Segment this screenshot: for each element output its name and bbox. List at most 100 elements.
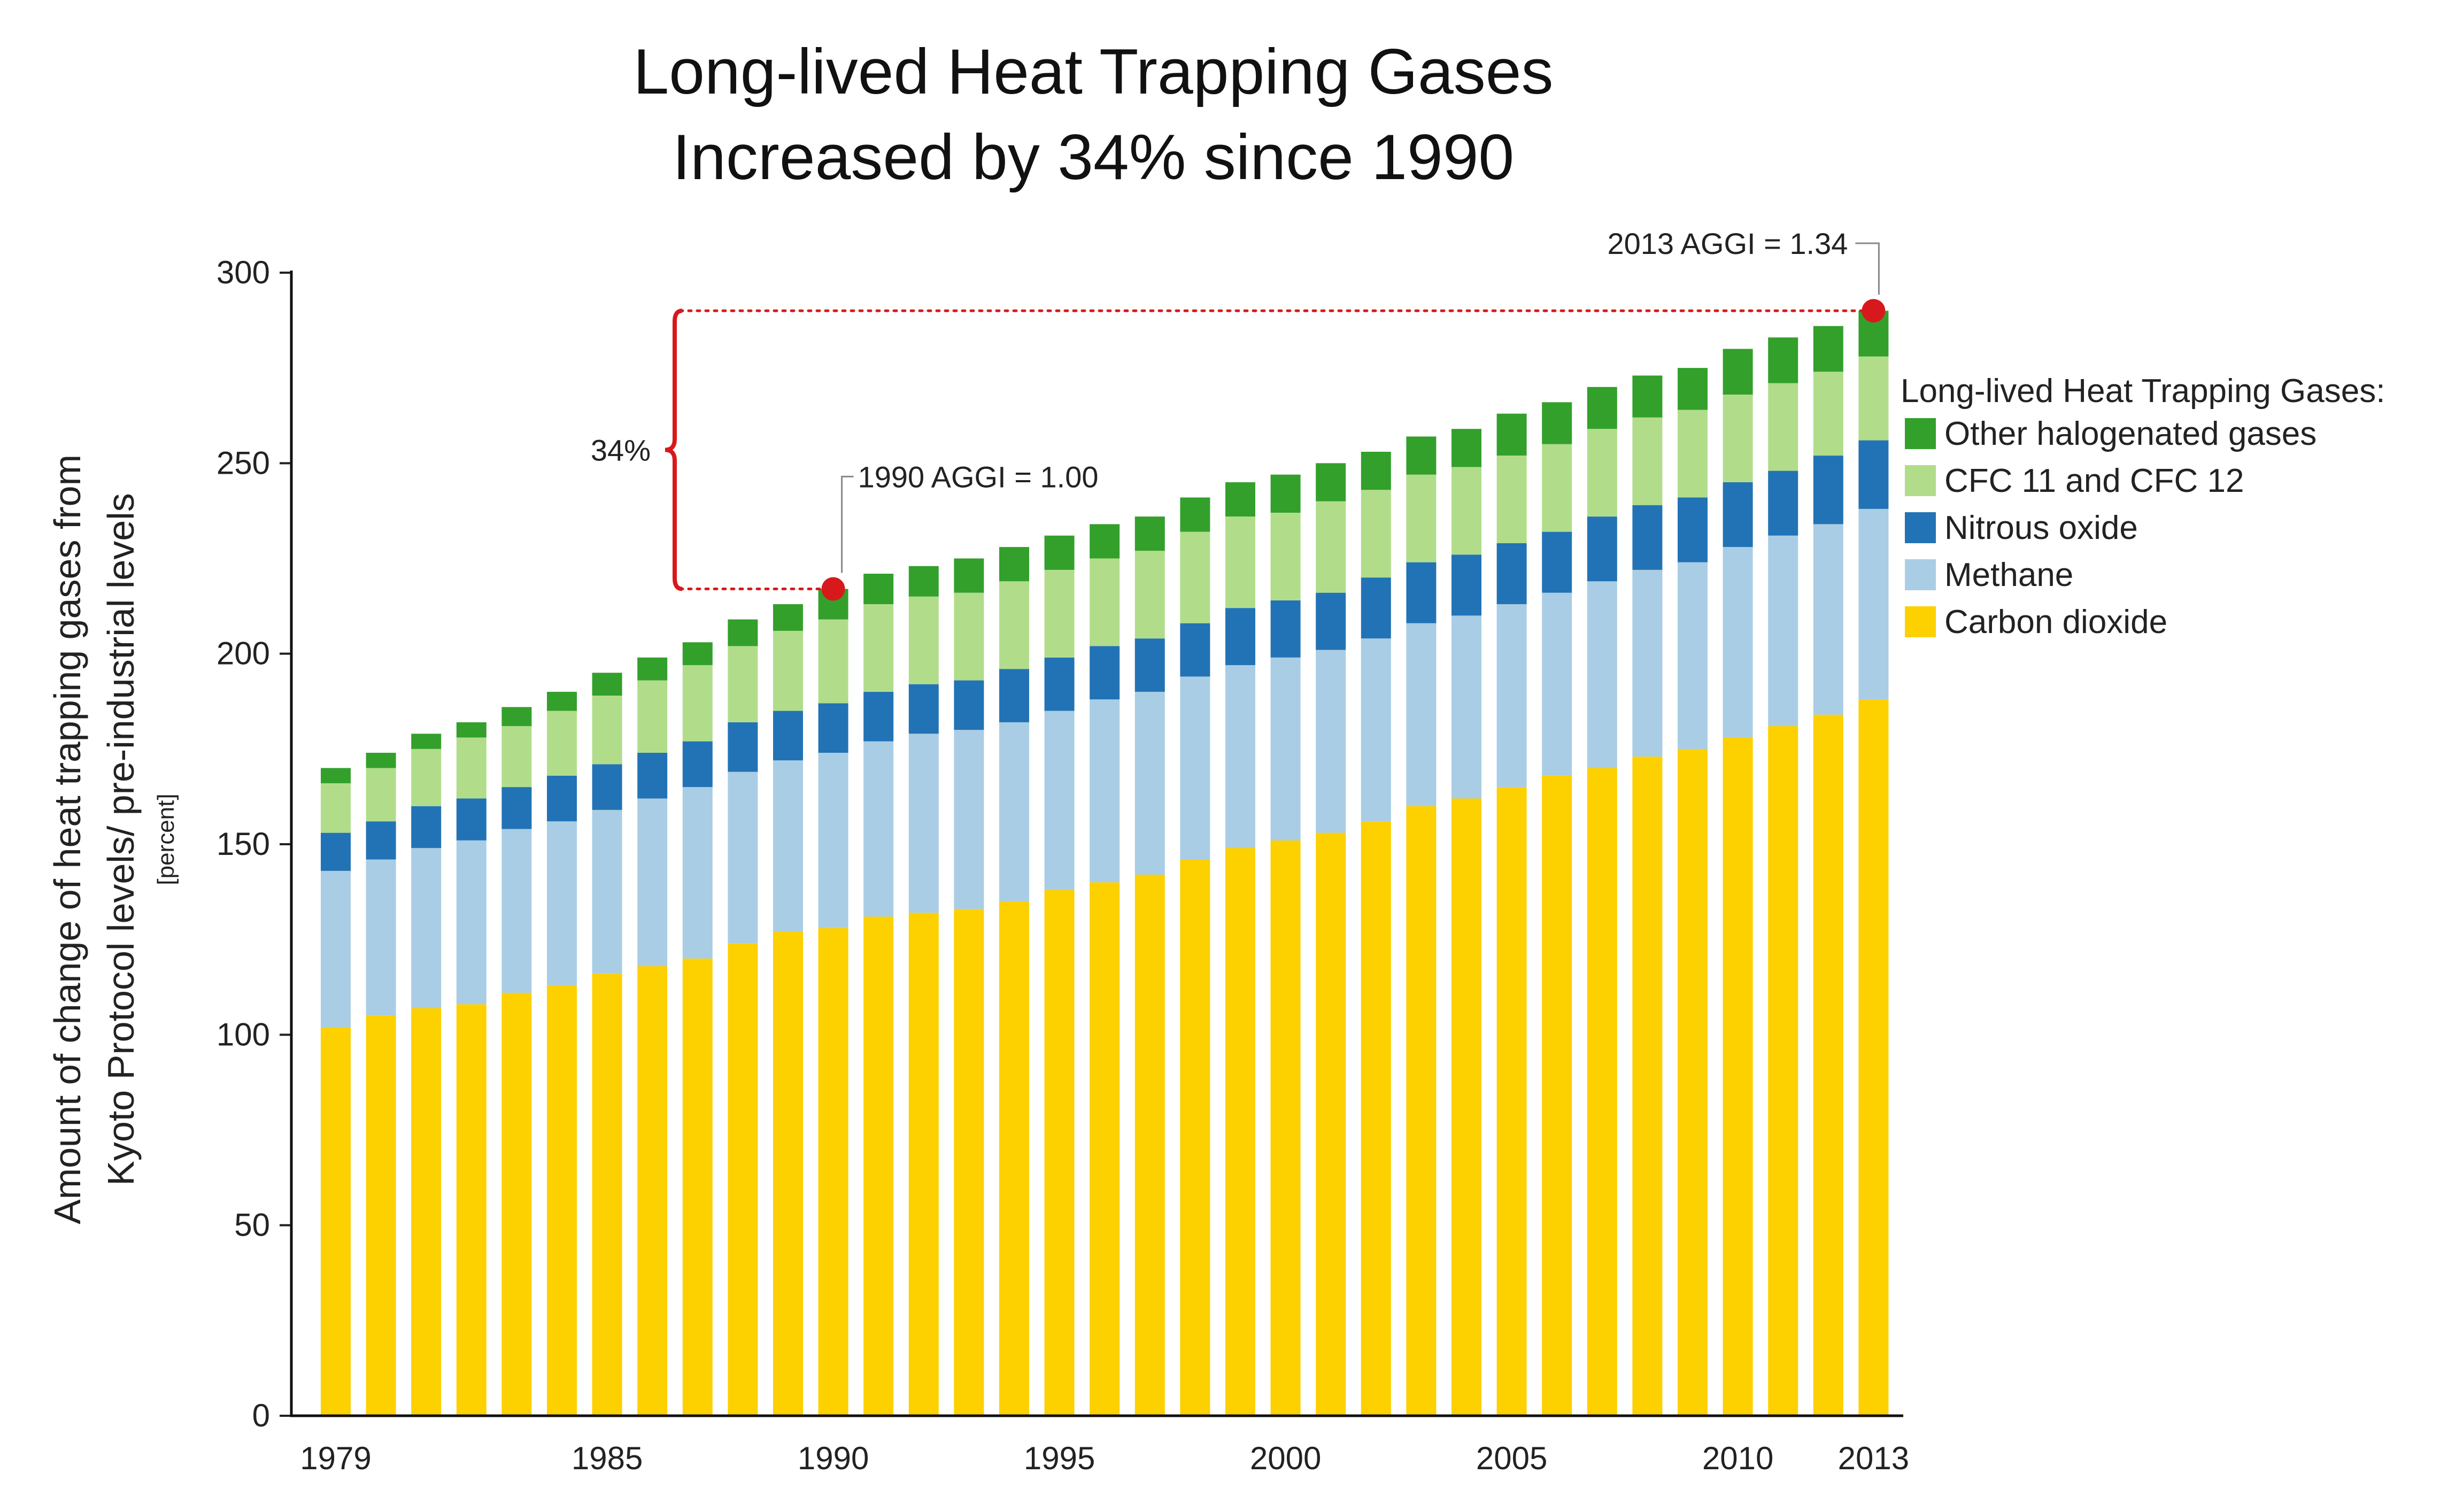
bar-stack <box>1134 516 1165 1416</box>
bar-stack <box>501 707 532 1416</box>
bar-segment <box>682 665 713 742</box>
chart-title-line-1: Long-lived Heat Trapping Gases <box>633 36 1553 107</box>
bar-segment <box>954 680 984 730</box>
bar-segment <box>456 722 487 738</box>
bar-segment <box>1451 798 1481 1416</box>
bar-segment <box>1134 875 1165 1416</box>
bar-segment <box>1044 711 1075 890</box>
bar-stack <box>547 691 577 1416</box>
bar-segment <box>1361 577 1391 639</box>
bar-segment <box>728 646 758 722</box>
bar-segment <box>1361 490 1391 578</box>
y-tick-label: 300 <box>217 254 270 290</box>
bar-segment <box>1225 608 1255 666</box>
bar-segment <box>999 547 1029 582</box>
bar-segment <box>1225 516 1255 608</box>
bar-segment <box>411 1008 442 1416</box>
bar-segment <box>1361 638 1391 822</box>
bar-segment <box>1496 543 1527 605</box>
bar-segment <box>366 859 396 1016</box>
bar-segment <box>1406 623 1437 806</box>
bar-segment <box>1768 383 1798 471</box>
y-axis-title: Amount of change of heat trapping gases … <box>47 454 179 1224</box>
x-tick-label: 2005 <box>1476 1440 1547 1476</box>
bar-segment <box>1134 551 1165 639</box>
bar-segment <box>773 604 803 631</box>
bar-segment <box>1044 657 1075 711</box>
bar-stack <box>728 619 758 1416</box>
bar-segment <box>1632 505 1663 570</box>
legend-label: Other halogenated gases <box>1944 415 2317 452</box>
bar-segment <box>1678 562 1708 749</box>
bar-segment <box>999 722 1029 901</box>
bar-segment <box>1542 402 1572 444</box>
bar-segment <box>954 730 984 909</box>
bar-segment <box>321 768 351 783</box>
bar-segment <box>1542 775 1572 1416</box>
y-tick-label: 50 <box>234 1207 270 1243</box>
bar-segment <box>1225 665 1255 848</box>
bar-segment <box>1451 554 1481 616</box>
bar-stack <box>1451 429 1481 1416</box>
bar-segment <box>1090 558 1120 646</box>
bar-segment <box>1270 840 1301 1416</box>
bar-segment <box>547 821 577 985</box>
bar-stack <box>1723 349 1753 1416</box>
legend-swatch <box>1905 512 1936 543</box>
bar-segment <box>1587 387 1617 429</box>
bar-segment <box>818 703 848 753</box>
legend-item: Methane <box>1905 557 2073 593</box>
legend-label: Carbon dioxide <box>1944 604 2167 641</box>
bar-segment <box>637 752 668 799</box>
bar-segment <box>547 775 577 822</box>
legend-swatch <box>1905 465 1936 496</box>
bar-segment <box>1858 699 1889 1416</box>
bar-segment <box>1361 821 1391 1416</box>
bar-segment <box>592 673 622 696</box>
bar-segment <box>592 696 622 765</box>
bar-segment <box>1768 470 1798 536</box>
bar-segment <box>366 821 396 860</box>
bar-segment <box>501 992 532 1416</box>
bar-segment <box>1496 456 1527 543</box>
bar-segment <box>682 787 713 959</box>
bar-segment <box>863 604 894 692</box>
bar-segment <box>1813 714 1843 1416</box>
bar-segment <box>1632 569 1663 757</box>
bar-stack <box>1496 413 1527 1416</box>
bar-stack <box>637 657 668 1416</box>
bar-stack <box>1225 482 1255 1416</box>
bar-segment <box>999 669 1029 722</box>
bar-segment <box>863 691 894 742</box>
legend-item: CFC 11 and CFC 12 <box>1905 462 2244 499</box>
legend-item: Carbon dioxide <box>1905 604 2167 641</box>
bar-segment <box>999 901 1029 1416</box>
legend-swatch <box>1905 559 1936 590</box>
bar-segment <box>321 1027 351 1416</box>
bar-segment <box>1542 592 1572 776</box>
bar-segment <box>1316 592 1346 650</box>
bar-segment <box>321 832 351 871</box>
bar-segment <box>818 619 848 704</box>
bar-segment <box>1361 451 1391 490</box>
x-tick-label: 2000 <box>1250 1440 1321 1476</box>
bar-segment <box>954 909 984 1416</box>
bar-segment <box>1587 768 1617 1416</box>
bar-segment <box>1813 456 1843 524</box>
bar-segment <box>1723 395 1753 482</box>
legend: Long-lived Heat Trapping Gases: Other hal… <box>1901 373 2385 641</box>
bar-segment <box>1542 531 1572 593</box>
bar-segment <box>954 558 984 593</box>
bar-segment <box>1858 356 1889 441</box>
legend-title: Long-lived Heat Trapping Gases: <box>1901 373 2385 410</box>
bar-segment <box>1723 482 1753 547</box>
bar-segment <box>501 787 532 829</box>
aggi-1990-marker <box>821 577 845 601</box>
bar-segment <box>728 722 758 772</box>
bar-segment <box>1678 497 1708 562</box>
bar-segment <box>1768 337 1798 383</box>
bar-segment <box>1316 463 1346 502</box>
bar-stack <box>1858 311 1889 1416</box>
bar-segment <box>1044 890 1075 1416</box>
